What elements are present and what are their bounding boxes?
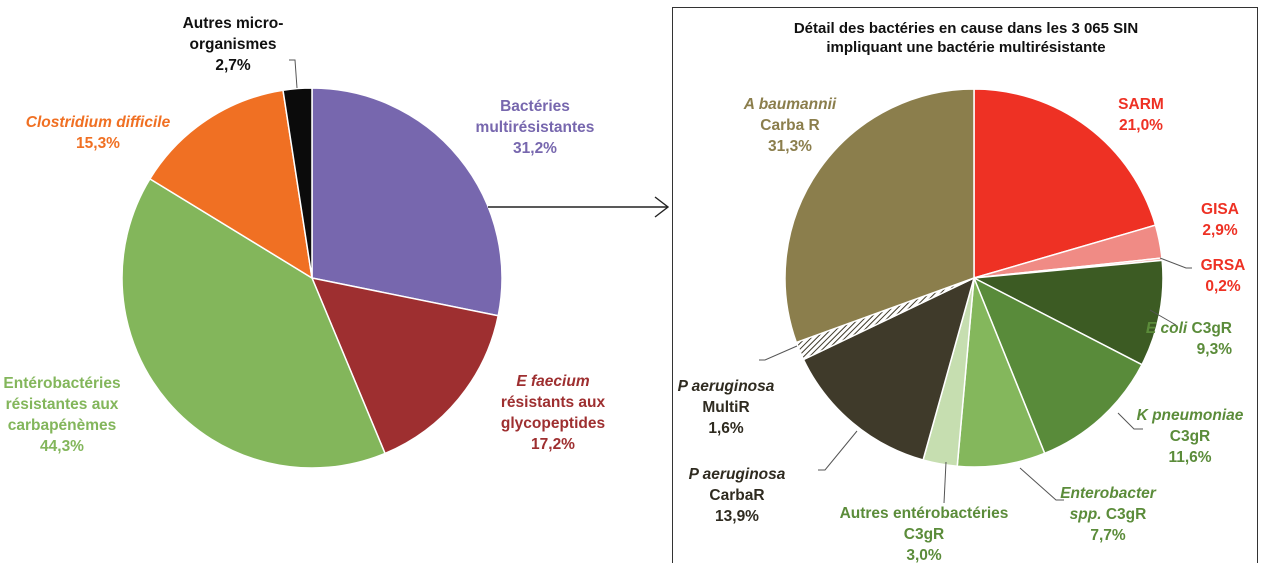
label-enterobacteries-carbapenemes-line-1: résistantes aux: [6, 396, 119, 413]
label-k-pneumoniae-line-0: K pneumoniae: [1137, 407, 1244, 424]
leader-autres-micro: [289, 59, 298, 89]
detail-pie-slice-0: [973, 88, 1157, 279]
label-a-baumannii-line-1: Carba R: [760, 117, 819, 134]
label-enterobacteries-carbapenemes-line-2: carbapénèmes: [8, 417, 117, 434]
detail-pie-slice-3: [971, 259, 1164, 366]
label-e-faecium-line-1: résistants aux: [501, 394, 606, 411]
label-e-coli-line-1: 9,3%: [1197, 341, 1233, 358]
label-sarm-line-0: SARM: [1118, 96, 1164, 113]
detail-pie: [784, 88, 1164, 468]
label-e-coli-line-0: E coli C3gR: [1146, 320, 1232, 337]
arrow-head: [654, 196, 670, 218]
label-e-faecium-line-2: glycopeptides: [501, 415, 605, 432]
label-autres-enterobacteries-line-1: C3gR: [904, 526, 944, 543]
label-a-baumannii-line-2: 31,3%: [768, 138, 812, 155]
overview-pie-slice-2: [121, 177, 387, 469]
label-autres-micro-organismes-line-2: 2,7%: [215, 57, 251, 74]
label-autres-enterobacteries-line-2: 3,0%: [906, 547, 942, 563]
label-p-aeruginosa-multir-line-2: 1,6%: [708, 420, 744, 437]
label-enterobacteries-carbapenemes-line-3: 44,3%: [40, 438, 84, 455]
leader-lines: [289, 59, 1192, 504]
label-p-aeruginosa-multir-line-1: MultiR: [702, 399, 749, 416]
label-clostridium-line-0: Clostridium difficile: [26, 114, 171, 131]
label-bacteries-multiresistantes-line-0: Bactéries: [500, 98, 570, 115]
overview-pie-slice-3: [148, 89, 313, 280]
label-p-aeruginosa-carbar-line-2: 13,9%: [715, 508, 759, 525]
label-grsa-line-1: 0,2%: [1205, 278, 1241, 295]
overview-pie: [121, 87, 503, 469]
label-grsa-line-0: GRSA: [1201, 257, 1246, 274]
leader-e-coli: [1149, 309, 1177, 326]
label-enterobacteries-carbapenemes-line-0: Entérobactéries: [3, 375, 120, 392]
label-clostridium-line-1: 15,3%: [76, 135, 120, 152]
label-p-aeruginosa-carbar-line-0: P aeruginosa: [689, 466, 786, 483]
label-p-aeruginosa-carbar-line-1: CarbaR: [709, 487, 764, 504]
leader-p-aeruginosa-multir: [759, 345, 798, 361]
label-autres-micro-organismes-line-0: Autres micro-: [183, 15, 284, 32]
label-sarm-line-1: 21,0%: [1119, 117, 1163, 134]
label-enterobacter-line-1: spp. C3gR: [1070, 506, 1147, 523]
overview-pie-slice-1: [310, 276, 500, 455]
leader-k-pneumoniae: [1117, 412, 1143, 430]
label-autres-micro-organismes-line-1: organismes: [189, 36, 276, 53]
detail-title-line-1: Détail des bactéries en cause dans les 3…: [794, 20, 1138, 37]
label-bacteries-multiresistantes-line-2: 31,2%: [513, 140, 557, 157]
label-enterobacter-line-2: 7,7%: [1090, 527, 1126, 544]
label-bacteries-multiresistantes-line-1: multirésistantes: [476, 119, 595, 136]
overview-pie-slice-4: [282, 87, 313, 279]
label-e-faecium-line-3: 17,2%: [531, 436, 575, 453]
leader-grsa: [1159, 257, 1192, 269]
link-arrow: [488, 196, 670, 218]
label-e-faecium-line-0: E faecium: [516, 373, 589, 390]
label-a-baumannii-line-0: A baumannii: [743, 96, 837, 113]
label-k-pneumoniae-line-1: C3gR: [1170, 428, 1210, 445]
label-k-pneumoniae-line-2: 11,6%: [1168, 449, 1211, 466]
leader-p-aeruginosa-carbar: [818, 430, 858, 471]
leader-autres-enterobacteries: [943, 461, 947, 504]
slice-labels: Bactéries multirésistantes 31,2% E faecium r…: [3, 15, 1245, 563]
detail-pie-slice-9: [784, 88, 975, 344]
detail-title-line-2: impliquant une bactérie multirésistante: [826, 39, 1105, 56]
label-p-aeruginosa-multir-line-0: P aeruginosa: [678, 378, 775, 395]
overview-pie-slice-0: [311, 87, 503, 317]
label-autres-enterobacteries-line-0: Autres entérobactéries: [840, 505, 1009, 522]
label-gisa-line-1: 2,9%: [1202, 222, 1238, 239]
detail-pie-slice-7: [802, 276, 976, 461]
label-gisa-line-0: GISA: [1201, 201, 1239, 218]
detail-panel-frame: [672, 7, 1258, 563]
label-enterobacter-line-0: Enterobacter: [1060, 485, 1157, 502]
leader-enterobacter: [1019, 467, 1064, 501]
detail-pie-slice-4: [972, 276, 1143, 455]
